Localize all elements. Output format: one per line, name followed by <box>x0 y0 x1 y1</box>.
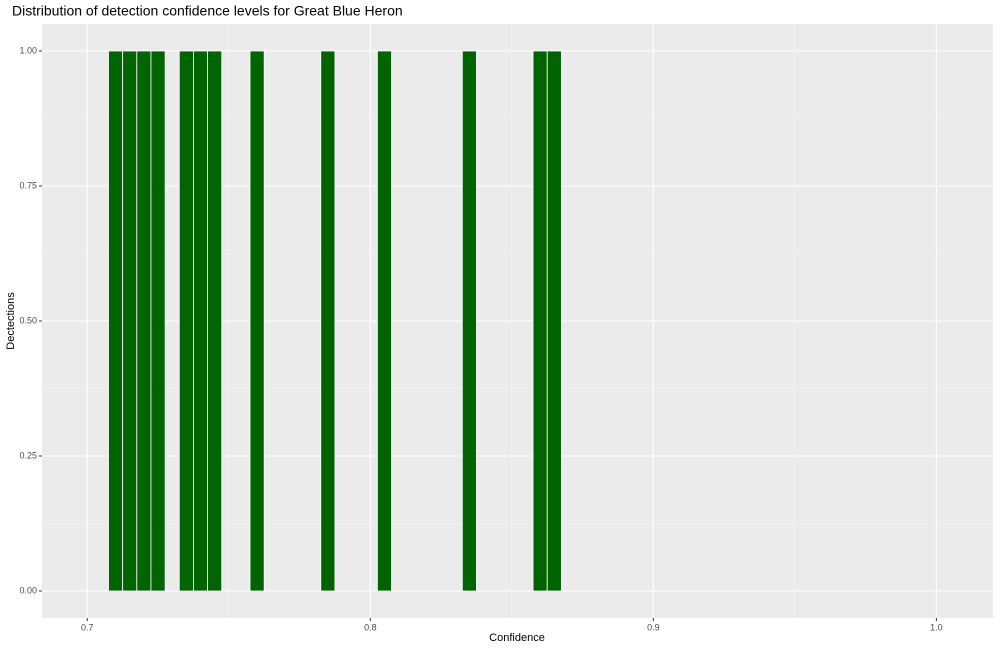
bar <box>461 50 477 592</box>
bar <box>150 50 166 592</box>
x-axis-label: Confidence <box>489 632 545 644</box>
bar <box>207 50 223 592</box>
bar <box>546 50 562 592</box>
x-tick-label: 0.8 <box>364 622 377 632</box>
x-tick-label: 0.7 <box>81 622 94 632</box>
bar <box>178 50 194 592</box>
bar <box>249 50 265 592</box>
y-axis-label: Dectections <box>5 292 17 350</box>
y-tick-label: 0.50 <box>19 315 37 325</box>
bar <box>108 50 124 592</box>
bar <box>532 50 548 592</box>
bar <box>136 50 152 592</box>
bar <box>122 50 138 592</box>
bar <box>376 50 392 592</box>
x-tick-label: 0.9 <box>647 622 660 632</box>
y-tick-label: 0.25 <box>19 450 37 460</box>
bar <box>320 50 336 592</box>
y-tick-label: 0.00 <box>19 585 37 595</box>
chart-title: Distribution of detection confidence lev… <box>12 3 403 19</box>
y-tick-label: 0.75 <box>19 180 37 190</box>
x-tick-label: 1.0 <box>930 622 943 632</box>
bar <box>193 50 208 592</box>
y-tick-label: 1.00 <box>19 45 37 55</box>
